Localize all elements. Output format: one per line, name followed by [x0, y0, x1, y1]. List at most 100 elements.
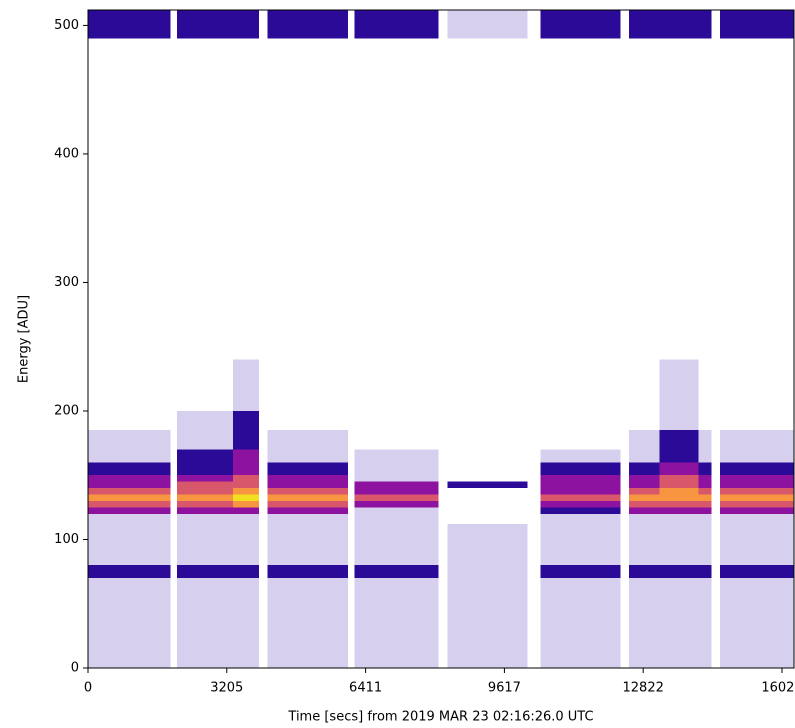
heatmap-cell — [170, 539, 177, 566]
heatmap-cell — [233, 524, 260, 540]
heatmap-cell — [447, 539, 528, 566]
heatmap-cell — [267, 10, 348, 39]
heatmap-cell — [629, 539, 660, 566]
heatmap-cell — [354, 513, 439, 525]
heatmap-cell — [233, 500, 260, 508]
heatmap-cell — [540, 475, 621, 482]
heatmap-cell — [447, 488, 528, 495]
heatmap-cell — [170, 565, 177, 579]
heatmap-cell — [711, 524, 721, 540]
heatmap-cell — [176, 430, 234, 450]
heatmap-cell — [170, 359, 177, 411]
heatmap-cell — [267, 488, 348, 495]
heatmap-cell — [233, 410, 260, 431]
heatmap-cell — [527, 449, 541, 463]
heatmap-cell — [629, 481, 660, 489]
heatmap-cell — [438, 475, 448, 482]
heatmap-cell — [233, 481, 260, 489]
heatmap-cell — [176, 410, 234, 431]
heatmap-cell — [176, 359, 234, 411]
heatmap-cell — [711, 500, 721, 508]
heatmap-cell — [698, 565, 712, 579]
heatmap-cell — [88, 524, 171, 540]
heatmap-cell — [659, 488, 699, 495]
heatmap-cell — [629, 578, 660, 668]
heatmap-cell — [347, 359, 355, 411]
heatmap-cell — [354, 10, 439, 39]
heatmap-cell — [711, 488, 721, 495]
heatmap-cell — [170, 500, 177, 508]
heatmap-cell — [527, 500, 541, 508]
heatmap-cell — [620, 430, 630, 450]
plot-frame — [87, 9, 795, 669]
heatmap-cell — [347, 38, 355, 360]
heatmap-cell — [659, 524, 699, 540]
heatmap-cell — [698, 539, 712, 566]
x-tick-label: 3205 — [210, 681, 243, 696]
heatmap-cell — [347, 513, 355, 525]
heatmap-cell — [720, 578, 794, 668]
heatmap-cell — [620, 578, 630, 668]
x-tick-label: 12822 — [623, 681, 664, 696]
heatmap-cell — [711, 410, 721, 431]
heatmap-cell — [711, 10, 721, 39]
heatmap-cell — [176, 488, 234, 495]
heatmap-cell — [267, 578, 348, 668]
heatmap-cell — [267, 507, 348, 514]
heatmap-cell — [540, 494, 621, 501]
heatmap-cell — [447, 513, 528, 525]
heatmap-cell — [354, 481, 439, 489]
heatmap-cell — [354, 578, 439, 668]
heatmap-cell — [259, 565, 268, 579]
heatmap-cell — [176, 524, 234, 540]
heatmap-cell — [438, 578, 448, 668]
heatmap-cell — [447, 524, 528, 540]
heatmap-cell — [698, 359, 712, 411]
heatmap-cell — [170, 488, 177, 495]
heatmap-cell — [259, 449, 268, 463]
heatmap-cell — [540, 481, 621, 489]
heatmap-cell — [233, 507, 260, 514]
heatmap-cell — [88, 507, 171, 514]
heatmap-cell — [540, 565, 621, 579]
y-tick-label: 0 — [71, 661, 79, 676]
heatmap-cell — [659, 578, 699, 668]
heatmap-cell — [720, 481, 794, 489]
heatmap-cell — [527, 507, 541, 514]
heatmap-cell — [447, 449, 528, 463]
heatmap-cell — [659, 359, 699, 411]
heatmap-cell — [447, 565, 528, 579]
heatmap-cell — [659, 462, 699, 476]
heatmap-cell — [176, 500, 234, 508]
heatmap-cell — [698, 449, 712, 463]
heatmap-cell — [620, 475, 630, 482]
heatmap-cell — [711, 449, 721, 463]
heatmap-cell — [354, 38, 439, 360]
heatmap-cell — [540, 500, 621, 508]
heatmap-cell — [259, 578, 268, 668]
heatmap-cell — [720, 475, 794, 482]
heatmap-cell — [711, 513, 721, 525]
heatmap-cell — [438, 449, 448, 463]
heatmap-cell — [711, 359, 721, 411]
heatmap-cell — [88, 462, 171, 476]
heatmap-cell — [170, 38, 177, 360]
heatmap-cell — [354, 494, 439, 501]
heatmap-cell — [659, 481, 699, 489]
heatmap-cell — [711, 565, 721, 579]
heatmap-cell — [354, 565, 439, 579]
heatmap-cell — [540, 10, 621, 39]
heatmap-cell — [88, 539, 171, 566]
heatmap-cell — [354, 449, 439, 463]
heatmap-cell — [233, 38, 260, 360]
heatmap-cell — [176, 539, 234, 566]
heatmap-cell — [267, 513, 348, 525]
heatmap-cell — [438, 488, 448, 495]
heatmap-cell — [176, 449, 234, 463]
heatmap-cell — [447, 500, 528, 508]
heatmap-cell — [629, 462, 660, 476]
heatmap-cell — [259, 430, 268, 450]
heatmap-cell — [540, 38, 621, 360]
heatmap-cell — [629, 488, 660, 495]
heatmap-cell — [620, 449, 630, 463]
